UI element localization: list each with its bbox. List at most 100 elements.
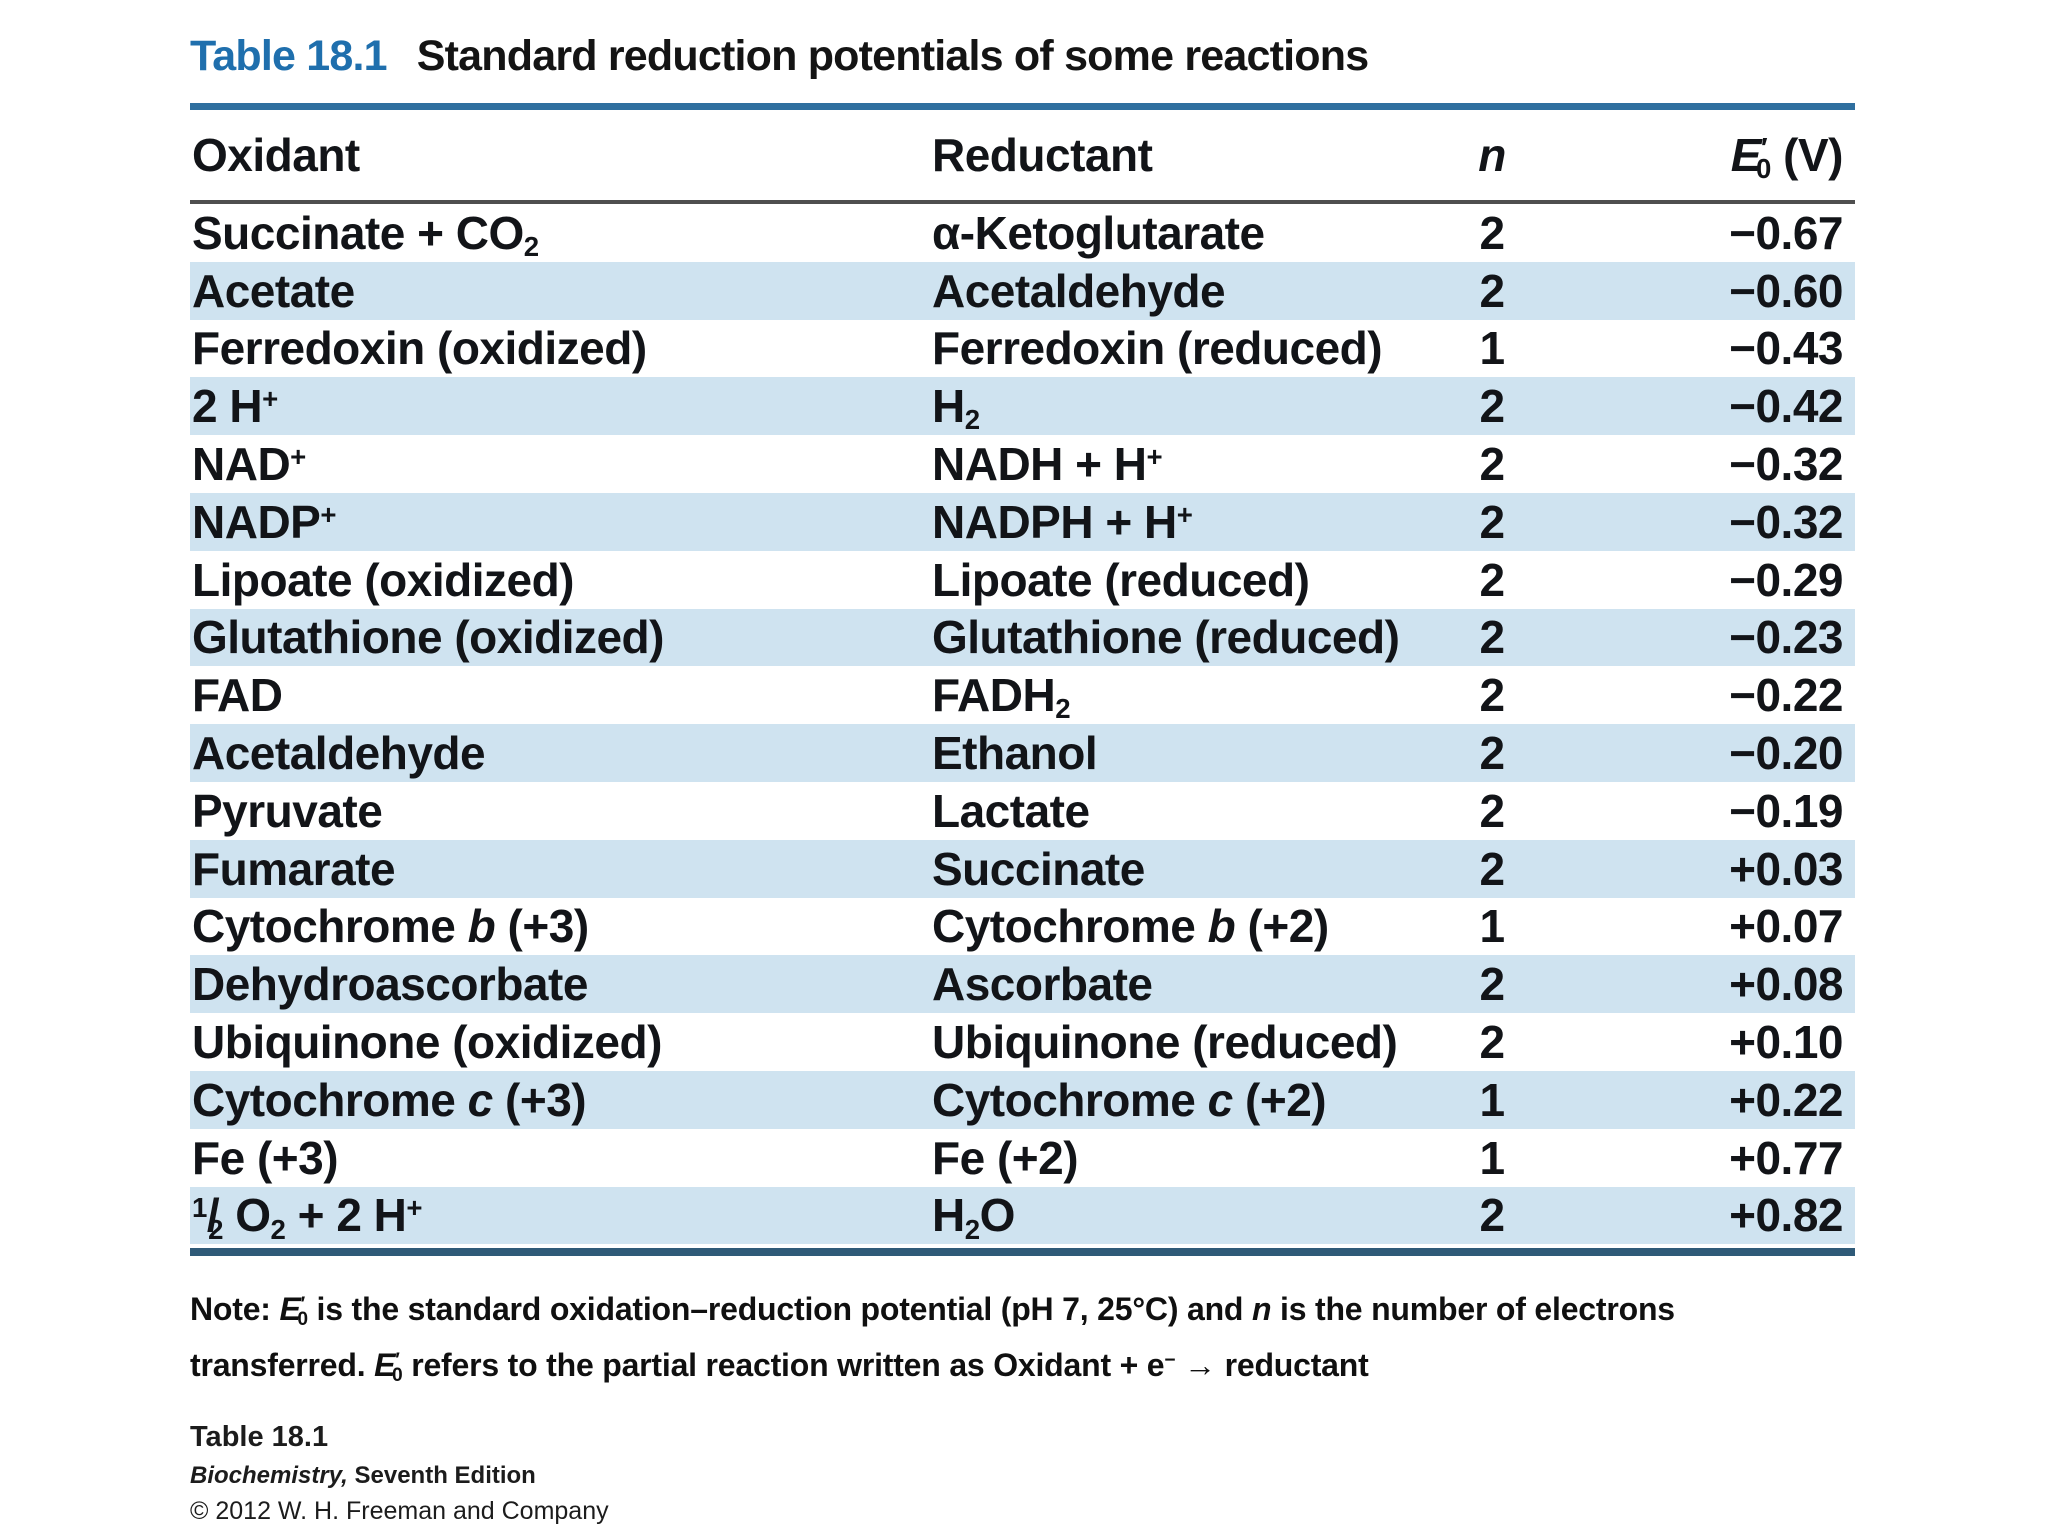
column-header-oxidant: Oxidant [192,129,360,181]
cell-e0: +0.07 [1729,900,1843,953]
table-row: Acetaldehyde Ethanol 2 −0.20 [190,724,1855,782]
cell-e0: +0.22 [1729,1073,1843,1126]
table-rows: Succinate + CO2 α-Ketoglutarate 2 −0.67 Acet… [190,204,1855,1245]
cell-e0: −0.19 [1729,784,1843,837]
bottom-rule [190,1248,1855,1257]
table-row: Succinate + CO2 α-Ketoglutarate 2 −0.67 [190,204,1855,262]
cell-e0: +0.82 [1729,1189,1843,1242]
cell-oxidant: Dehydroascorbate [192,958,588,1011]
table-row: NAD+ NADH + H+ 2 −0.32 [190,435,1855,493]
cell-e0: −0.43 [1729,322,1843,375]
cell-reductant: Ferredoxin (reduced) [932,322,1383,375]
note-line-1: Note: E′0 is the standard oxidation–redu… [190,1291,1675,1331]
cell-reductant: Acetaldehyde [932,264,1226,317]
cell-reductant: NADH + H+ [932,438,1163,491]
cell-oxidant: Acetaldehyde [192,727,486,780]
table-row: 2 H+ H2 2 −0.42 [190,377,1855,435]
cell-n: 2 [1479,495,1505,548]
cell-oxidant: Cytochrome b (+3) [192,900,589,953]
cell-reductant: H2 [932,380,980,436]
cell-e0: +0.10 [1729,1016,1843,1069]
cell-oxidant: 2 H+ [192,380,278,433]
table-row: Glutathione (oxidized) Glutathione (reduc… [190,608,1855,667]
cell-e0: +0.77 [1729,1131,1843,1184]
table-row: Pyruvate Lactate 2 −0.19 [190,782,1855,840]
cell-oxidant: Glutathione (oxidized) [192,611,664,664]
cell-reductant: Succinate [932,842,1145,895]
cell-n: 2 [1479,1016,1505,1069]
table-row: Ubiquinone (oxidized) Ubiquinone (reduced… [190,1013,1855,1071]
cell-oxidant: Succinate + CO2 [192,206,539,263]
cell-reductant: Ubiquinone (reduced) [932,1016,1398,1069]
column-header-e0: E′0 (V) [1730,129,1844,185]
cell-reductant: Cytochrome c (+2) [932,1073,1327,1126]
table-note: Note: E′0 is the standard oxidation–redu… [190,1284,1855,1396]
table-row: Cytochrome b (+3) Cytochrome b (+2) 1 +0.07 [190,898,1855,956]
cell-e0: −0.20 [1729,727,1843,780]
cell-e0: −0.32 [1729,438,1843,491]
cell-n: 2 [1479,669,1505,722]
cell-n: 2 [1479,264,1505,317]
cell-oxidant: Pyruvate [192,784,383,837]
cell-n: 2 [1479,438,1505,491]
cell-n: 2 [1479,958,1505,1011]
footer-copyright: © 2012 W. H. Freeman and Company [190,1497,609,1525]
cell-oxidant: Fe (+3) [192,1131,339,1184]
cell-reductant: Ascorbate [932,958,1153,1011]
cell-n: 2 [1479,380,1505,433]
cell-oxidant: Ubiquinone (oxidized) [192,1016,662,1069]
cell-n: 2 [1479,842,1505,895]
header-rule [190,200,1855,204]
cell-reductant: FADH2 [932,669,1071,725]
cell-oxidant: Ferredoxin (oxidized) [192,322,647,375]
table-title-text: Standard reduction potentials of some re… [416,32,1369,80]
footer-table-ref: Table 18.1 [190,1421,329,1453]
table-figure: Table 18.1 Standard reduction potentials … [190,34,1855,1396]
top-rule [190,103,1855,110]
table-row: NADP+ NADPH + H+ 2 −0.32 [190,492,1855,551]
cell-n: 1 [1479,900,1505,953]
cell-reductant: NADPH + H+ [932,495,1193,548]
cell-reductant: Lactate [932,784,1090,837]
footer-book-title: Biochemistry, Seventh Edition [190,1462,536,1489]
cell-n: 2 [1479,727,1505,780]
cell-e0: +0.08 [1729,958,1843,1011]
source-footer: Table 18.1 Biochemistry, Seventh Edition… [190,1421,609,1526]
table-row: Fumarate Succinate 2 +0.03 [190,839,1855,898]
cell-reductant: α-Ketoglutarate [932,206,1265,259]
cell-e0: −0.22 [1729,669,1843,722]
cell-n: 1 [1479,1131,1505,1184]
cell-reductant: H2O [932,1189,1015,1245]
cell-e0: −0.67 [1729,206,1843,259]
cell-reductant: Glutathione (reduced) [932,611,1400,664]
cell-n: 2 [1479,1189,1505,1242]
table-row: 1/2 O2 + 2 H+ H2O 2 +0.82 [190,1186,1855,1245]
cell-oxidant: Fumarate [192,842,396,895]
cell-n: 2 [1479,206,1505,259]
cell-oxidant: NADP+ [192,495,336,548]
cell-e0: −0.42 [1729,380,1843,433]
cell-oxidant: Cytochrome c (+3) [192,1073,587,1126]
table-row: FAD FADH2 2 −0.22 [190,666,1855,724]
cell-e0: −0.60 [1729,264,1843,317]
note-line-2: transferred. E′0 refers to the partial r… [190,1347,1369,1387]
table-row: Dehydroascorbate Ascorbate 2 +0.08 [190,955,1855,1014]
column-header-reductant: Reductant [932,129,1153,181]
cell-n: 1 [1479,322,1505,375]
cell-oxidant: 1/2 O2 + 2 H+ [192,1189,423,1245]
cell-n: 2 [1479,784,1505,837]
cell-n: 2 [1479,611,1505,664]
table-row: Cytochrome c (+3) Cytochrome c (+2) 1 +0.22 [190,1070,1855,1129]
page-title: Table 18.1 Standard reduction potentials … [190,34,1855,78]
cell-n: 2 [1479,553,1505,606]
cell-oxidant: Acetate [192,264,355,317]
table-row: Ferredoxin (oxidized) Ferredoxin (reduced… [190,320,1855,378]
cell-n: 1 [1479,1073,1505,1126]
table-row: Fe (+3) Fe (+2) 1 +0.77 [190,1129,1855,1187]
cell-e0: −0.29 [1729,553,1843,606]
cell-oxidant: Lipoate (oxidized) [192,553,575,606]
cell-reductant: Fe (+2) [932,1131,1079,1184]
cell-e0: −0.23 [1729,611,1843,664]
cell-reductant: Cytochrome b (+2) [932,900,1329,953]
